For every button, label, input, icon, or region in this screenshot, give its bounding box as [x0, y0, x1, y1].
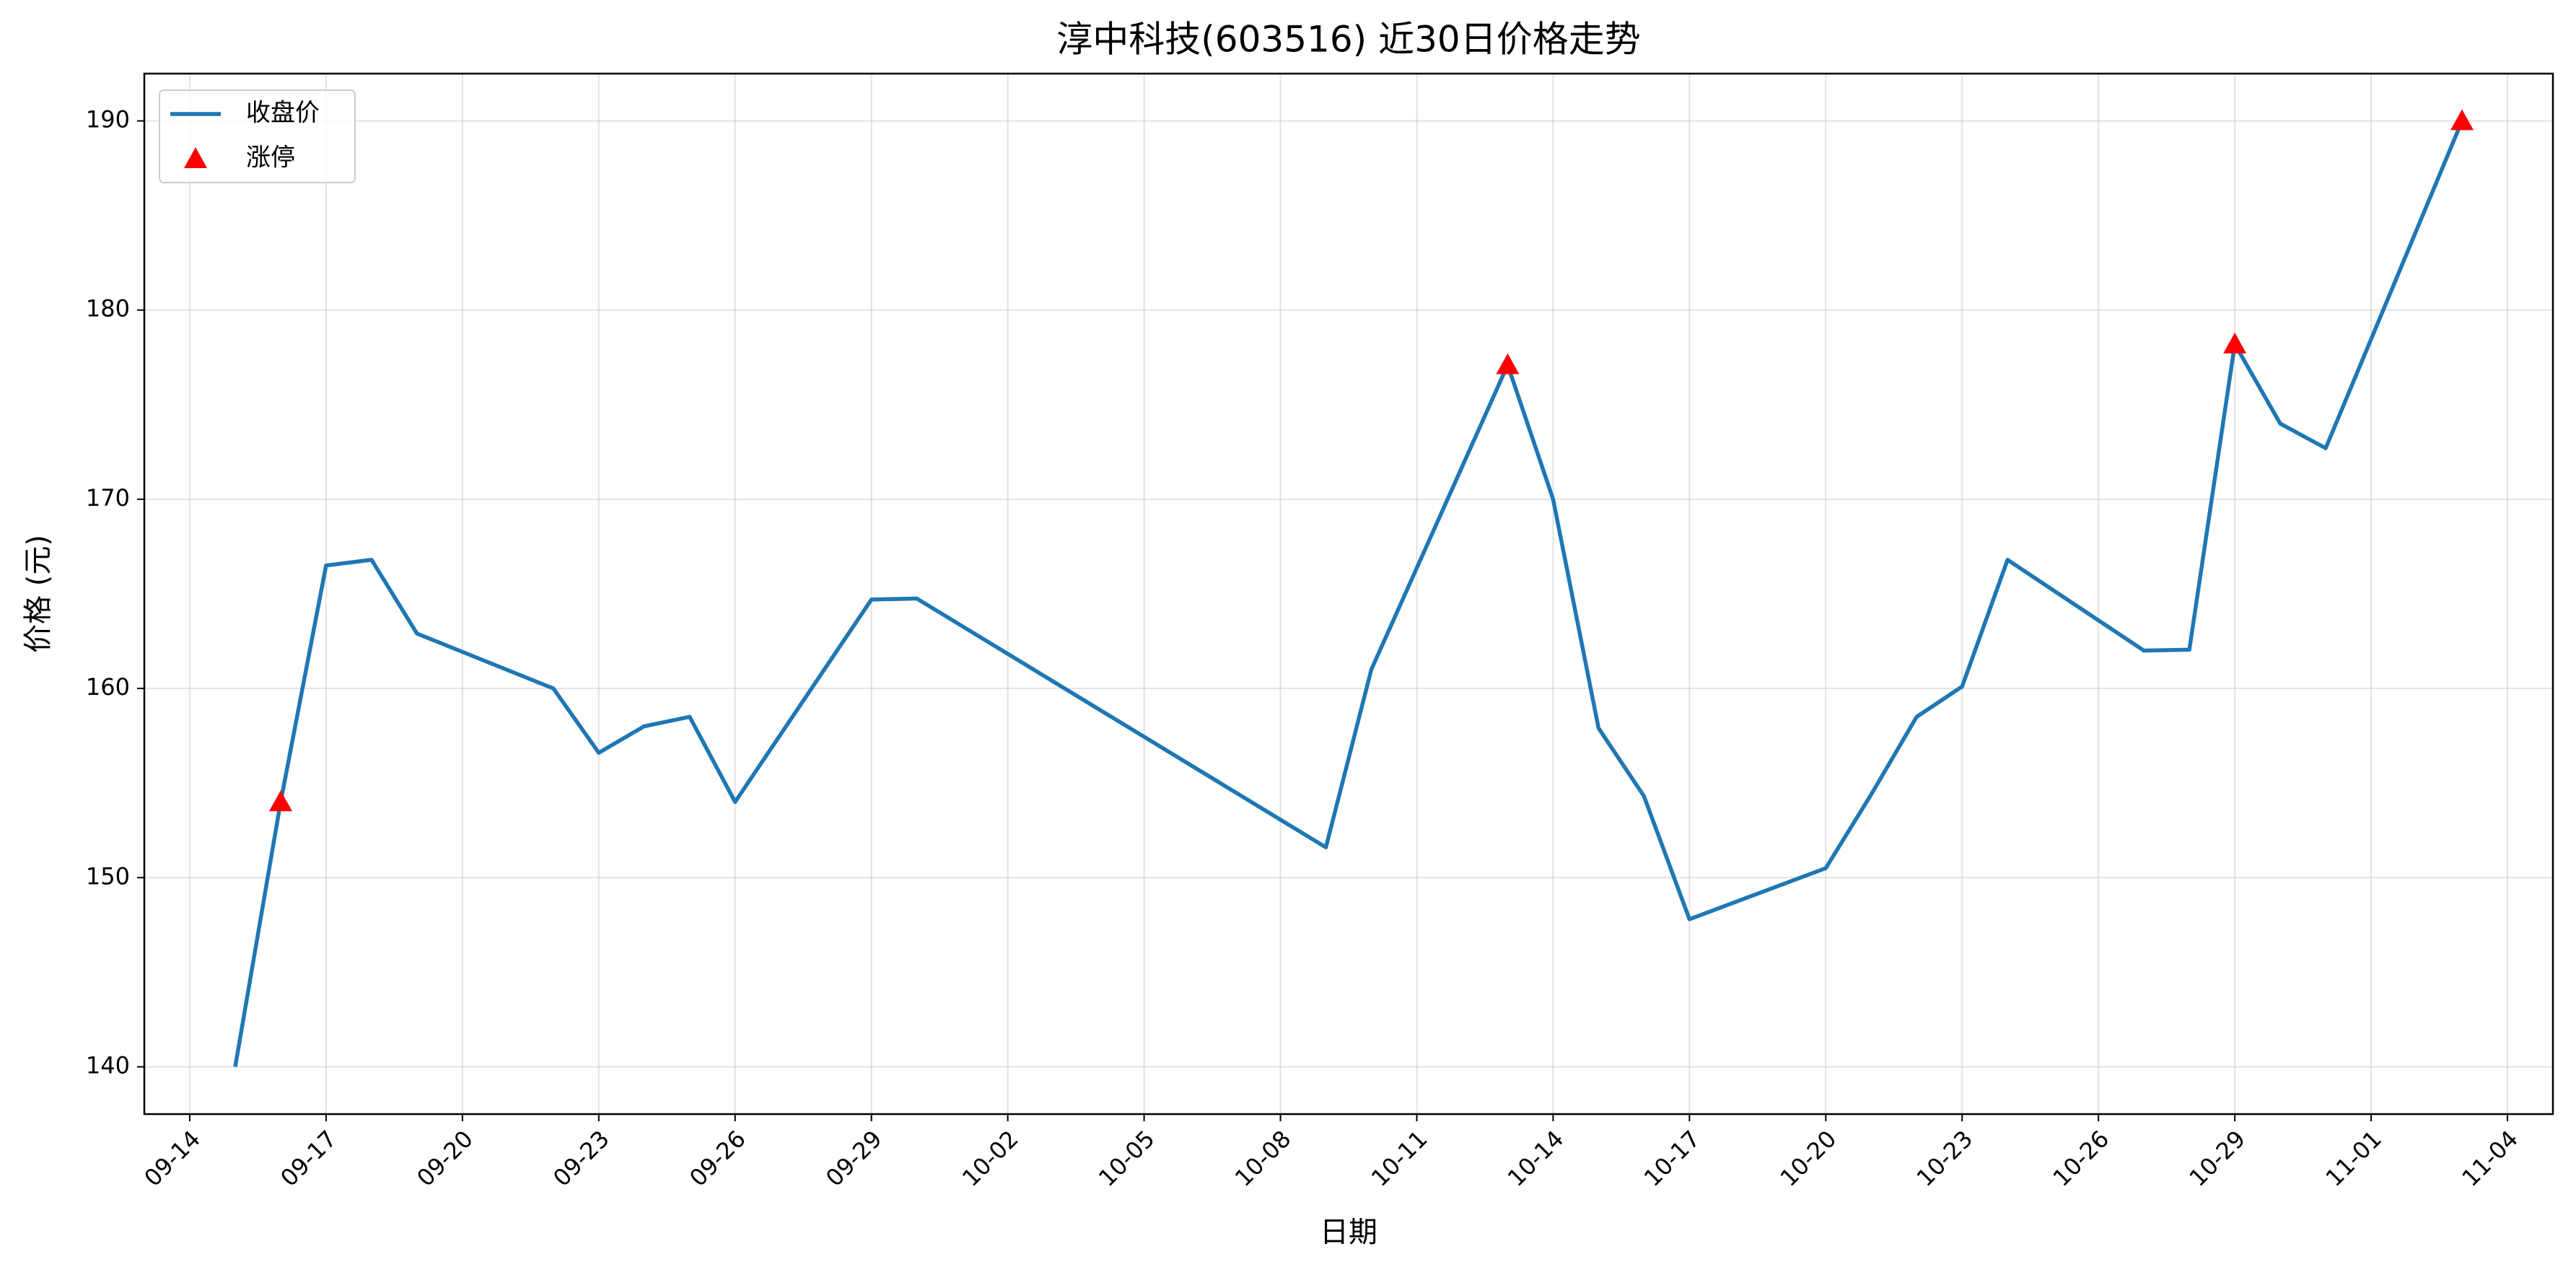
- legend-swatch: [184, 147, 207, 168]
- limit-up-marker: [268, 790, 292, 812]
- y-tick-label: 150: [86, 862, 130, 890]
- y-axis-label: 价格 (元): [22, 535, 55, 653]
- limit-up-marker: [2223, 332, 2247, 354]
- legend-label: 收盘价: [246, 99, 320, 128]
- y-tick-label: 140: [86, 1051, 130, 1079]
- legend-label: 涨停: [246, 144, 295, 172]
- y-tick-label: 180: [86, 295, 130, 323]
- price-line: [233, 120, 2464, 1067]
- y-tick-label: 170: [86, 484, 130, 512]
- chart-title: 淳中科技(603516) 近30日价格走势: [1056, 19, 1640, 61]
- limit-up-marker: [1496, 353, 1520, 374]
- y-tick-label: 190: [86, 106, 130, 133]
- x-axis-label: 日期: [1320, 1216, 1377, 1249]
- y-tick-label: 160: [86, 673, 130, 701]
- plot-frame: [143, 72, 2554, 1116]
- limit-up-marker: [2450, 109, 2474, 131]
